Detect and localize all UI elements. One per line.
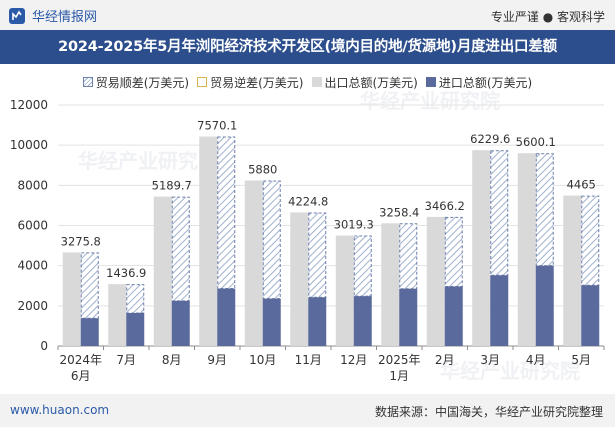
data-label-7: 3258.4: [379, 205, 419, 219]
site-name: 华经情报网: [32, 10, 98, 25]
x-tick-label-7-1: 1月: [389, 369, 409, 383]
surplus-bar-4: [262, 180, 281, 300]
import-bar-8: [444, 286, 463, 346]
y-tick-label-12000: 12000: [10, 98, 48, 112]
x-tick-label-10-0: 4月: [526, 353, 546, 367]
x-tick-label-7-0: 2025年: [378, 353, 421, 367]
legend-label-export: 出口总额(万美元): [324, 75, 418, 90]
watermark-2: 华经产业研究院: [440, 359, 580, 383]
legend-swatch-import: [425, 77, 436, 87]
y-tick-label-10000: 10000: [10, 138, 48, 152]
import-bar-1: [126, 313, 145, 346]
x-tick-label-4-0: 10月: [249, 353, 276, 367]
legend: 贸易顺差(万美元) 贸易逆差(万美元) 出口总额(万美元) 进口总额(万美元): [0, 72, 615, 92]
import-bar-3: [217, 288, 236, 346]
y-tick-label-8000: 8000: [17, 178, 48, 192]
x-tick-label-1-0: 7月: [116, 353, 136, 367]
slogan: 专业严谨 ● 客观科学: [490, 10, 605, 24]
chart-title: 2024-2025年5月年浏阳经济技术开发区(境内目的地/货源地)月度进出口差额: [0, 30, 615, 64]
export-bar-5: [290, 212, 309, 346]
data-label-1: 1436.9: [106, 266, 146, 280]
export-bar-9: [472, 150, 491, 346]
export-bar-3: [199, 136, 218, 346]
data-label-5: 4224.8: [288, 194, 328, 208]
x-tick-label-9-0: 3月: [480, 353, 500, 367]
watermark-0: 华经产业研究院: [78, 149, 218, 173]
legend-swatch-export: [311, 77, 322, 87]
export-bar-1: [108, 284, 127, 346]
data-source: 数据来源：中国海关，华经产业研究院整理: [374, 405, 603, 419]
x-tick-label-3-0: 9月: [207, 353, 227, 367]
huajing-logo-icon: [9, 7, 25, 24]
legend-label-deficit: 贸易逆差(万美元): [210, 75, 304, 90]
export-bar-4: [244, 180, 263, 346]
surplus-bar-10: [535, 153, 554, 267]
surplus-bar-0: [80, 252, 99, 319]
data-label-3: 7570.1: [197, 119, 237, 133]
export-bar-6: [335, 235, 354, 346]
export-bar-10: [517, 153, 536, 346]
data-label-10: 5600.1: [516, 135, 556, 149]
x-tick-label-8-0: 2月: [435, 353, 455, 367]
import-bar-9: [490, 275, 509, 346]
y-tick-label-6000: 6000: [17, 219, 48, 233]
legend-label-import: 进口总额(万美元): [438, 75, 533, 90]
import-bar-4: [262, 298, 281, 346]
y-tick-label-0: 0: [40, 339, 48, 353]
surplus-bar-7: [399, 223, 418, 290]
y-tick-label-4000: 4000: [17, 259, 48, 273]
watermark-1: 华经产业研究院: [360, 89, 500, 113]
data-label-2: 5189.7: [152, 179, 192, 193]
surplus-bar-11: [581, 195, 600, 286]
data-label-6: 3019.3: [334, 218, 374, 232]
import-bar-7: [399, 288, 418, 346]
surplus-bar-8: [444, 216, 463, 287]
x-tick-label-2-0: 8月: [162, 353, 182, 367]
surplus-bar-5: [308, 212, 327, 298]
import-bar-0: [80, 318, 99, 346]
export-bar-0: [62, 252, 81, 346]
legend-swatch-surplus: [82, 77, 93, 87]
legend-label-surplus: 贸易顺差(万美元): [95, 75, 190, 90]
legend-item-deficit: 贸易逆差(万美元): [197, 74, 304, 91]
x-tick-label-0-0: 2024年: [59, 353, 102, 367]
import-bar-5: [308, 297, 327, 346]
x-tick-label-6-0: 12月: [340, 353, 367, 367]
footer-url[interactable]: www.huaon.com: [10, 403, 110, 417]
import-bar-10: [535, 265, 554, 346]
export-bar-2: [153, 196, 172, 346]
top-bar: 华经情报网 专业严谨 ● 客观科学: [0, 0, 615, 30]
brand[interactable]: 华经情报网: [8, 6, 97, 25]
bar-chart: 华经产业研究院华经产业研究院华经产业研究院0200040006000800010…: [10, 89, 605, 383]
data-label-11: 4465: [567, 178, 596, 192]
legend-item-import: 进口总额(万美元): [425, 74, 533, 91]
x-tick-label-11-0: 5月: [571, 353, 591, 367]
data-label-0: 3275.8: [61, 234, 101, 248]
y-tick-label-2000: 2000: [17, 299, 48, 313]
surplus-bar-1: [126, 284, 145, 314]
x-tick-label-5-0: 11月: [295, 353, 322, 367]
legend-item-surplus: 贸易顺差(万美元): [82, 74, 190, 91]
import-bar-11: [581, 285, 600, 346]
legend-item-export: 出口总额(万美元): [311, 74, 418, 91]
data-label-9: 6229.6: [470, 132, 510, 146]
surplus-bar-6: [353, 235, 372, 297]
import-bar-2: [171, 300, 190, 346]
data-label-8: 3466.2: [425, 199, 465, 213]
x-tick-label-0-1: 6月: [71, 369, 91, 383]
legend-swatch-deficit: [197, 77, 208, 87]
footer: www.huaon.com 数据来源：中国海关，华经产业研究院整理: [0, 394, 615, 427]
import-bar-6: [353, 296, 372, 346]
data-label-4: 5880: [248, 163, 277, 177]
surplus-bar-2: [171, 196, 190, 302]
export-bar-7: [381, 223, 400, 346]
surplus-bar-3: [217, 136, 236, 290]
surplus-bar-9: [490, 150, 509, 276]
export-bar-8: [426, 216, 445, 346]
export-bar-11: [563, 195, 582, 346]
